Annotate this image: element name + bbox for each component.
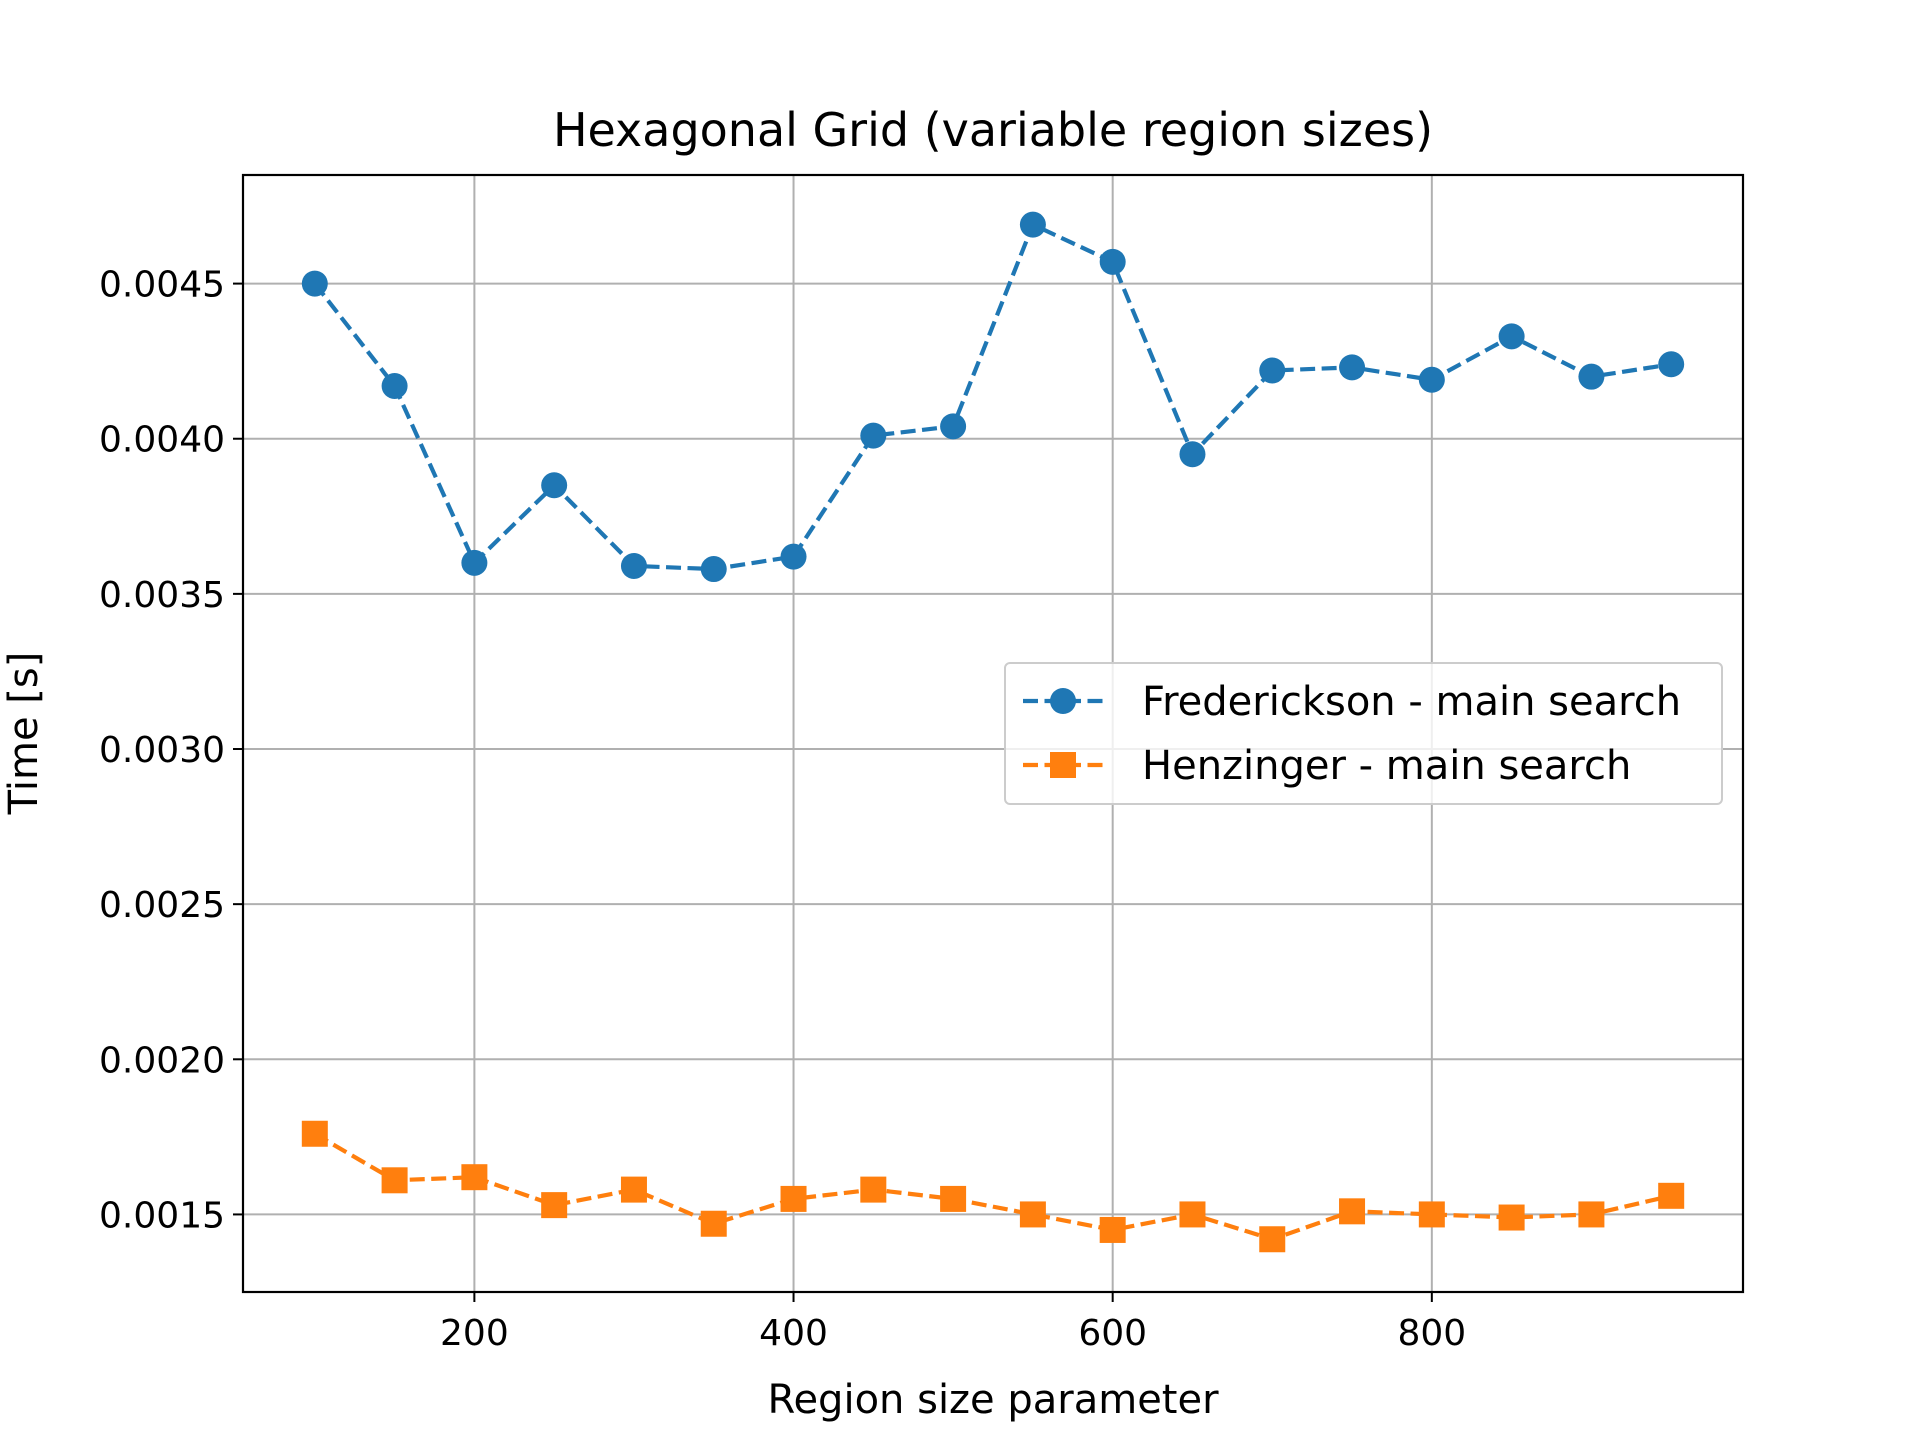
data-point bbox=[1339, 354, 1366, 381]
data-point bbox=[860, 422, 887, 449]
data-point bbox=[700, 556, 727, 583]
data-point bbox=[1099, 1216, 1126, 1243]
y-axis: 0.0015 0.0020 0.0025 0.0030 0.0035 0.0040 0.00… bbox=[99, 265, 243, 1236]
series-2 bbox=[301, 1120, 1685, 1253]
data-point bbox=[381, 1167, 408, 1194]
legend-marker bbox=[1050, 752, 1076, 778]
chart-title: Hexagonal Grid (variable region sizes) bbox=[553, 103, 1433, 157]
legend-label: Henzinger - main search bbox=[1142, 743, 1631, 789]
data-point bbox=[940, 1185, 967, 1212]
legend: Frederickson - main search Henzinger - ma… bbox=[1004, 662, 1723, 805]
data-point bbox=[780, 1185, 807, 1212]
series-1 bbox=[301, 211, 1685, 583]
grid-lines bbox=[243, 175, 1743, 1292]
data-point bbox=[780, 543, 807, 570]
series-layer bbox=[301, 211, 1685, 1253]
data-point bbox=[1658, 351, 1685, 378]
data-point bbox=[1339, 1198, 1366, 1225]
y-tick-label: 0.0020 bbox=[99, 1040, 225, 1081]
series-line bbox=[313, 1131, 1672, 1242]
data-point bbox=[461, 1164, 488, 1191]
data-point bbox=[1498, 1204, 1525, 1231]
x-tick-label: 400 bbox=[759, 1313, 828, 1354]
data-point bbox=[1179, 1201, 1206, 1228]
y-tick-label: 0.0035 bbox=[99, 575, 225, 616]
data-point bbox=[700, 1210, 727, 1237]
legend-frame bbox=[1004, 662, 1723, 805]
data-point bbox=[1019, 211, 1046, 238]
x-axis-label: Region size parameter bbox=[767, 1377, 1219, 1423]
data-point bbox=[381, 372, 408, 399]
data-point bbox=[1099, 248, 1126, 275]
legend-item: Frederickson - main search bbox=[1023, 679, 1681, 725]
data-point bbox=[620, 1176, 647, 1203]
plot-frame bbox=[241, 173, 1745, 1294]
y-tick-label: 0.0030 bbox=[99, 730, 225, 771]
series-line bbox=[313, 222, 1672, 572]
data-point bbox=[301, 1120, 328, 1147]
data-point bbox=[541, 472, 568, 499]
data-point bbox=[860, 1176, 887, 1203]
data-point bbox=[461, 549, 488, 576]
x-axis: 200 400 600 800 bbox=[440, 1292, 1466, 1354]
data-point bbox=[301, 270, 328, 297]
x-tick-label: 200 bbox=[440, 1313, 509, 1354]
data-point bbox=[1418, 366, 1445, 393]
y-tick-label: 0.0045 bbox=[99, 265, 225, 306]
data-point bbox=[1658, 1182, 1685, 1209]
x-tick-label: 600 bbox=[1078, 1313, 1147, 1354]
x-tick-label: 800 bbox=[1397, 1313, 1466, 1354]
data-point bbox=[620, 552, 647, 579]
data-point bbox=[1578, 363, 1605, 390]
data-point bbox=[1019, 1201, 1046, 1228]
legend-item: Henzinger - main search bbox=[1023, 743, 1631, 789]
data-point bbox=[940, 413, 967, 440]
y-axis-label: Time [s] bbox=[1, 652, 47, 816]
legend-label: Frederickson - main search bbox=[1142, 679, 1681, 725]
data-point bbox=[1578, 1201, 1605, 1228]
data-point bbox=[541, 1192, 568, 1219]
legend-marker bbox=[1050, 688, 1076, 714]
data-point bbox=[1259, 1226, 1286, 1253]
y-tick-label: 0.0015 bbox=[99, 1195, 225, 1236]
y-tick-label: 0.0040 bbox=[99, 420, 225, 461]
data-point bbox=[1259, 357, 1286, 384]
data-point bbox=[1179, 441, 1206, 468]
y-tick-label: 0.0025 bbox=[99, 885, 225, 926]
data-point bbox=[1498, 323, 1525, 350]
data-point bbox=[1418, 1201, 1445, 1228]
